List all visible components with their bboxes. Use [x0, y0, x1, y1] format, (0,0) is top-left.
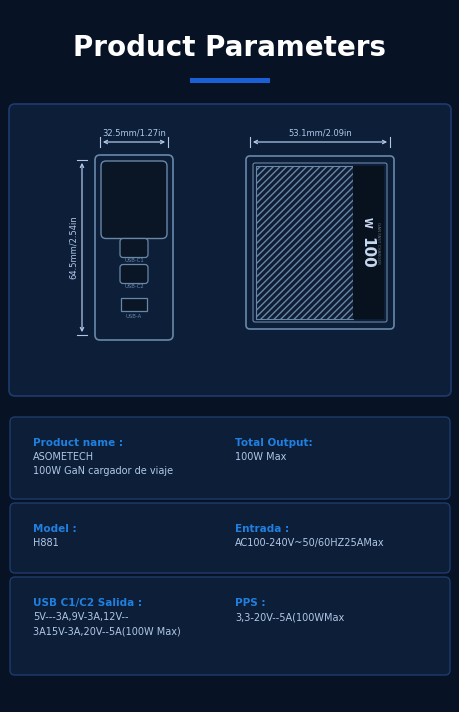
Text: GAN FAST CHARGER: GAN FAST CHARGER	[375, 221, 380, 263]
Text: H881: H881	[33, 538, 59, 548]
Text: ASOMETECH: ASOMETECH	[33, 452, 94, 462]
Bar	[190, 78, 269, 83]
Text: 53.1mm/2.09in: 53.1mm/2.09in	[287, 129, 351, 138]
FancyBboxPatch shape	[101, 161, 167, 239]
Text: 64.5mm/2.54in: 64.5mm/2.54in	[69, 216, 78, 279]
Text: 100W GaN cargador de viaje: 100W GaN cargador de viaje	[33, 466, 173, 476]
Text: Model :: Model :	[33, 524, 77, 534]
Text: PPS :: PPS :	[235, 598, 265, 608]
Text: Product name :: Product name :	[33, 438, 123, 448]
Text: USB-C1: USB-C1	[124, 258, 144, 263]
Bar	[121, 298, 147, 310]
Text: 100W Max: 100W Max	[235, 452, 286, 462]
FancyBboxPatch shape	[9, 104, 450, 396]
Text: AC100-240V~50/60HZ25AMax: AC100-240V~50/60HZ25AMax	[235, 538, 384, 548]
Text: 3,3-20V--5A(100WMax: 3,3-20V--5A(100WMax	[235, 612, 343, 622]
Text: Total Output:: Total Output:	[235, 438, 312, 448]
FancyBboxPatch shape	[10, 417, 449, 499]
FancyBboxPatch shape	[95, 155, 173, 340]
FancyBboxPatch shape	[120, 264, 148, 283]
Text: USB C1/C2 Salida :: USB C1/C2 Salida :	[33, 598, 142, 608]
Text: 3A15V-3A,20V--5A(100W Max): 3A15V-3A,20V--5A(100W Max)	[33, 626, 180, 636]
Bar	[353, 166, 383, 319]
Text: 5V---3A,9V-3A,12V--: 5V---3A,9V-3A,12V--	[33, 612, 128, 622]
FancyBboxPatch shape	[10, 577, 449, 675]
Bar	[256, 166, 353, 319]
Text: USB-A: USB-A	[126, 315, 142, 320]
Text: 32.5mm/1.27in: 32.5mm/1.27in	[102, 129, 166, 138]
Text: W: W	[361, 217, 371, 228]
Text: Product Parameters: Product Parameters	[73, 34, 386, 62]
Text: Entrada :: Entrada :	[235, 524, 289, 534]
FancyBboxPatch shape	[120, 239, 148, 258]
FancyBboxPatch shape	[10, 503, 449, 573]
Text: USB-C2: USB-C2	[124, 285, 144, 290]
Text: 100: 100	[359, 236, 374, 268]
FancyBboxPatch shape	[246, 156, 393, 329]
